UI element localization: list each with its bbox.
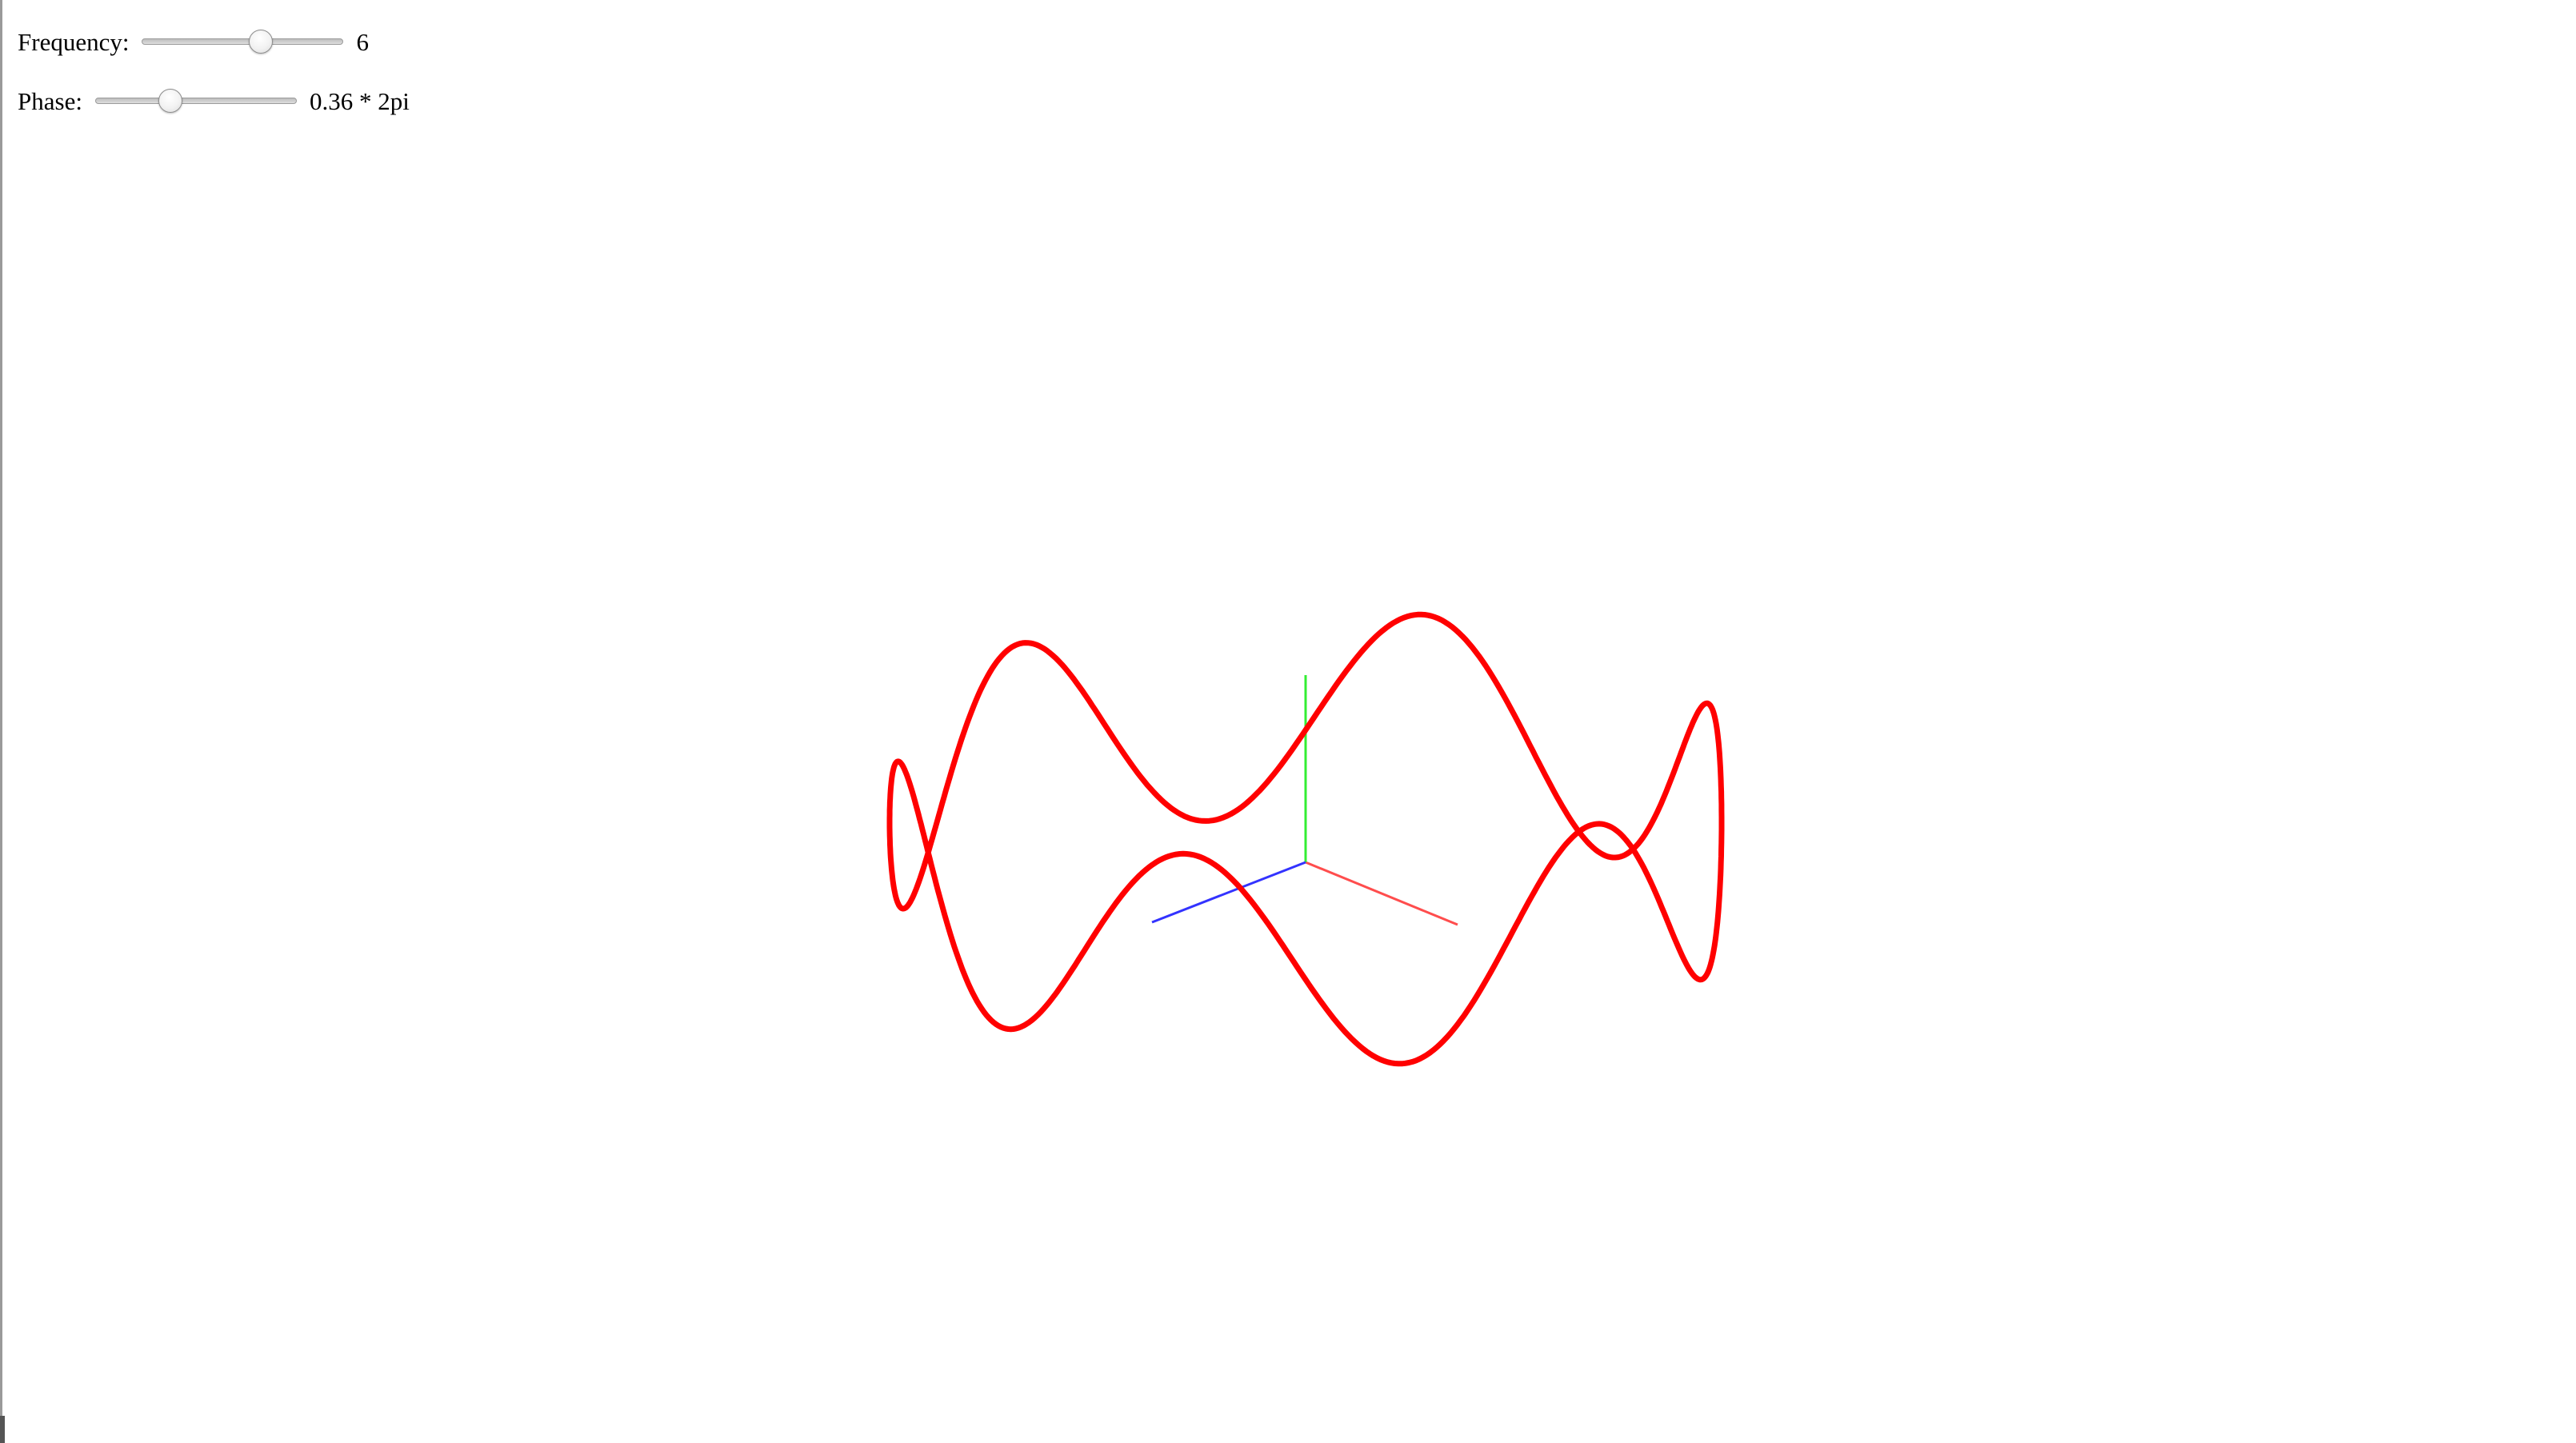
- window-edge: [0, 0, 2, 1443]
- frequency-slider[interactable]: [140, 26, 345, 58]
- wave-curve: [886, 611, 1725, 1067]
- frequency-slider-thumb[interactable]: [249, 30, 274, 54]
- phase-label: Phase:: [18, 86, 82, 115]
- frequency-slider-track[interactable]: [142, 38, 344, 45]
- z-axis-line: [1151, 861, 1306, 924]
- phase-slider-thumb[interactable]: [158, 89, 183, 113]
- phase-slider[interactable]: [94, 85, 298, 117]
- phase-value: 0.36 * 2pi: [309, 86, 410, 115]
- frequency-label: Frequency:: [18, 27, 130, 56]
- phase-control: Phase: 0.36 * 2pi: [18, 77, 410, 125]
- frequency-value: 6: [356, 27, 369, 56]
- window-corner-marker: [0, 1416, 5, 1443]
- x-axis-line: [1305, 861, 1458, 926]
- frequency-control: Frequency: 6: [18, 18, 369, 66]
- phase-slider-track[interactable]: [94, 98, 297, 104]
